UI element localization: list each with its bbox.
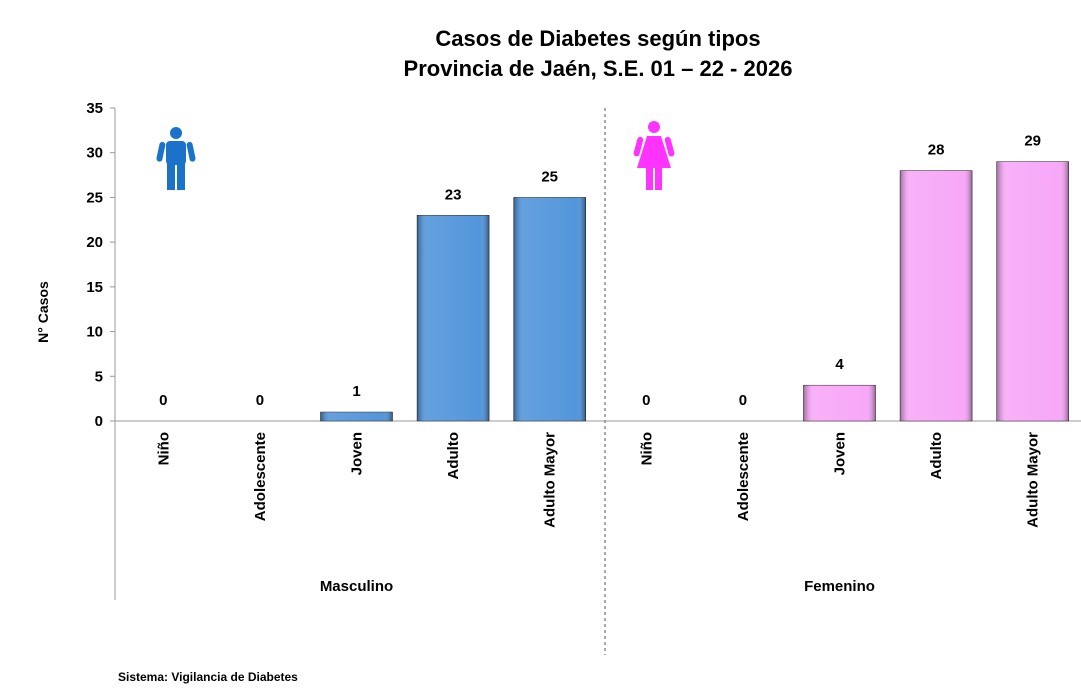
y-tick-label: 35	[86, 100, 103, 117]
bar-shade	[320, 412, 393, 421]
x-tick-label: Joven	[349, 432, 366, 475]
y-tick-label: 5	[95, 368, 103, 385]
x-tick-label: Joven	[832, 432, 849, 475]
value-label: 29	[1024, 133, 1041, 150]
x-tick-label: Niño	[155, 432, 172, 465]
value-label: 25	[541, 168, 558, 185]
y-tick-label: 15	[86, 279, 103, 296]
value-label: 0	[642, 392, 650, 409]
value-label: 28	[928, 142, 945, 159]
footer: Sistema: Vigilancia de Diabetes	[118, 670, 298, 684]
female-icon	[633, 121, 675, 190]
value-label: 1	[352, 383, 360, 400]
y-tick-label: 0	[95, 413, 103, 430]
value-label: 4	[835, 356, 844, 373]
y-tick-label: 25	[86, 189, 103, 206]
chart-title: Casos de Diabetes según tipos	[435, 26, 760, 51]
value-label: 23	[445, 186, 462, 203]
chart-title: Provincia de Jaén, S.E. 01 – 22 - 2026	[404, 56, 793, 81]
bar-shade	[996, 161, 1069, 421]
y-tick-label: 10	[86, 324, 103, 341]
bar-shade	[803, 385, 876, 421]
y-axis-label: N° Casos	[35, 281, 51, 343]
x-tick-label: Adulto	[928, 432, 945, 479]
y-tick-label: 30	[86, 145, 103, 162]
value-label: 0	[256, 392, 264, 409]
x-tick-label: Adolescente	[735, 432, 752, 521]
x-tick-label: Adulto	[445, 432, 462, 479]
value-label: 0	[159, 392, 167, 409]
x-tick-label: Adolescente	[252, 432, 269, 521]
bar-shade	[513, 197, 586, 421]
x-tick-label: Adulto Mayor	[1025, 432, 1042, 528]
bar-shade	[900, 170, 973, 421]
male-icon	[156, 127, 196, 190]
y-tick-label: 20	[86, 234, 103, 251]
x-tick-label: Adulto Mayor	[542, 432, 559, 528]
group-label: Femenino	[804, 578, 875, 595]
x-tick-label: Niño	[638, 432, 655, 465]
value-label: 0	[739, 392, 747, 409]
group-label: Masculino	[320, 578, 393, 595]
bar-shade	[417, 215, 490, 421]
